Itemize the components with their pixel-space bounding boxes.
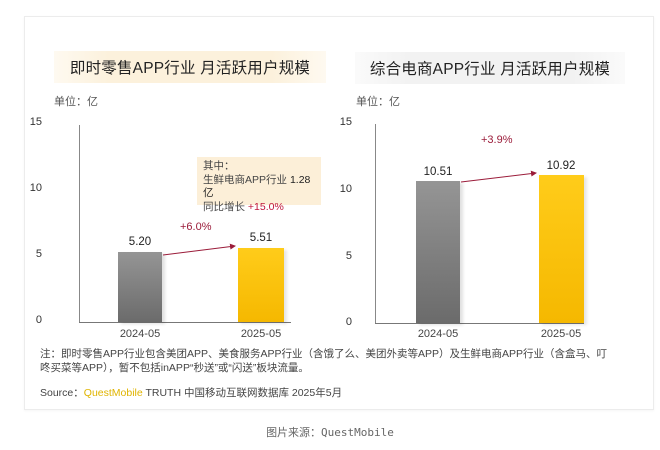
source-suffix: TRUTH 中国移动互联网数据库 2025年5月 [142,387,343,399]
left-unit-label: 单位：亿 [54,96,98,108]
left-growth-label: +6.0% [180,221,212,233]
source-prefix: Source： [40,387,84,399]
right-y-axis [375,124,376,323]
left-ytick-15: 15 [29,116,42,128]
right-ytick-15: 15 [339,116,352,128]
right-xlabel-2024: 2024-05 [417,328,459,340]
right-bar-2025-05 [539,175,584,323]
callout-line3-prefix: 同比增长 [203,200,248,213]
right-ytick-0: 0 [345,316,352,328]
right-xlabel-2025: 2025-05 [540,328,582,340]
right-value-label-2024: 10.51 [423,166,453,178]
left-value-label-2025: 5.51 [249,232,273,244]
left-y-axis [79,125,80,322]
callout-line2: 生鲜电商APP行业 1.28亿 [203,174,315,201]
left-ytick-0: 0 [35,314,42,326]
right-chart-title: 综合电商APP行业 月活跃用户规模 [355,52,625,84]
left-bar-2024-05 [118,252,162,322]
footnote-line1: 注：即时零售APP行业包含美团APP、美食服务APP行业（含饿了么、美团外卖等A… [40,348,608,360]
left-value-label-2024: 5.20 [128,236,152,248]
callout-line2-prefix: 生鲜电商APP行业 [203,173,290,186]
image-caption: 图片来源：QuestMobile [266,426,394,439]
right-ytick-5: 5 [345,250,352,262]
right-x-axis [375,323,584,324]
callout-line1: 其中： [203,160,235,172]
source-brand: QuestMobile [83,387,143,399]
right-unit-label: 单位：亿 [356,96,400,108]
footnote: 注：即时零售APP行业包含美团APP、美食服务APP行业（含饿了么、美团外卖等A… [40,347,640,375]
left-ytick-5: 5 [35,248,42,260]
right-growth-label: +3.9% [481,134,513,146]
source-line: Source：QuestMobile TRUTH 中国移动互联网数据库 2025… [40,385,342,400]
left-bar-2025-05 [238,248,284,322]
left-xlabel-2025: 2025-05 [240,328,282,340]
right-bar-2024-05 [416,181,460,323]
footnote-line2: 咚买菜等APP），暂不包括inAPP“秒送”或“闪送”板块流量。 [40,362,309,374]
left-chart-title: 即时零售APP行业 月活跃用户规模 [54,51,326,83]
fresh-ecommerce-callout: 其中： 生鲜电商APP行业 1.28亿 同比增长 +15.0% [197,157,321,213]
left-ytick-10: 10 [29,182,42,194]
right-ytick-10: 10 [339,183,352,195]
left-x-axis [79,322,291,323]
left-xlabel-2024: 2024-05 [119,328,161,340]
callout-line2-value: 1.28亿 [203,173,311,200]
right-value-label-2025: 10.92 [546,160,576,172]
callout-line3-value: +15.0% [247,200,284,213]
callout-line3: 同比增长 +15.0% [203,201,315,215]
